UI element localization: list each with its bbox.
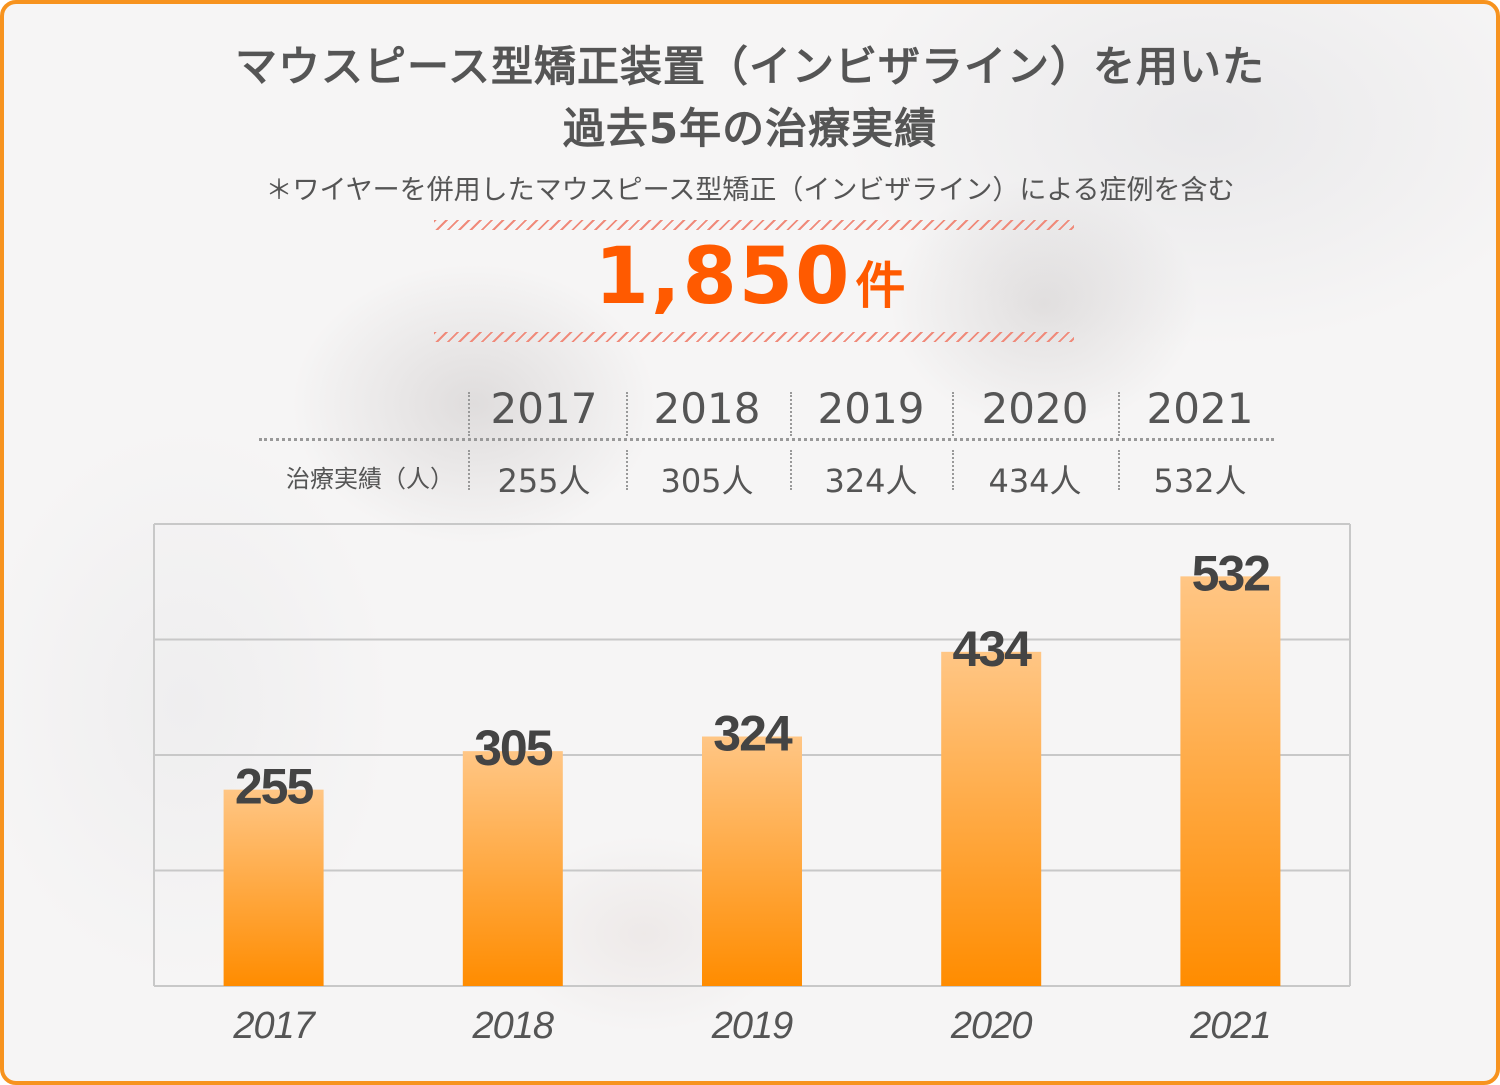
table-separator xyxy=(1118,450,1120,490)
title-line-2: 過去5年の治療実績 xyxy=(562,104,938,153)
table-value: 305人 xyxy=(660,462,754,500)
bar xyxy=(1180,576,1281,986)
bar xyxy=(702,736,802,986)
total-number: 1,850 xyxy=(594,232,852,322)
x-tick-label: 2020 xyxy=(950,1005,1032,1047)
table-separator xyxy=(1118,392,1120,436)
footnote: ＊ワイヤーを併用したマウスピース型矯正（インビザライン）による症例を含む xyxy=(265,175,1235,206)
table-value: 434人 xyxy=(988,462,1082,500)
table-year: 2018 xyxy=(653,384,761,433)
table-year: 2021 xyxy=(1146,384,1254,433)
bar-value-label: 532 xyxy=(1192,545,1270,601)
table-value: 255人 xyxy=(497,462,591,500)
table-separator xyxy=(952,392,954,436)
total-unit: 件 xyxy=(855,257,906,315)
table-separator xyxy=(626,450,628,490)
x-tick-label: 2017 xyxy=(232,1005,316,1047)
bar-value-label: 434 xyxy=(952,621,1032,677)
table-separator xyxy=(626,392,628,436)
bar-value-label: 255 xyxy=(235,759,314,815)
bar xyxy=(223,789,324,986)
bar-value-label: 305 xyxy=(474,720,553,776)
x-tick-label: 2021 xyxy=(1189,1005,1271,1047)
table-separator xyxy=(790,392,792,436)
table-year: 2019 xyxy=(817,384,925,433)
table-rule xyxy=(259,438,1274,441)
table-value: 324人 xyxy=(824,462,918,500)
bar xyxy=(462,751,563,986)
bar-chart: 255 2017 305 2018 324 2019 434 2020 532 2021 xyxy=(153,523,1351,1047)
table-row-label: 治療実績（人） xyxy=(286,465,454,493)
x-tick-label: 2018 xyxy=(472,1005,554,1047)
table-separator xyxy=(952,450,954,490)
table-separator xyxy=(468,450,470,490)
hatch-divider-top xyxy=(434,220,1074,230)
table-separator xyxy=(790,450,792,490)
table-year: 2020 xyxy=(981,384,1089,433)
total-count: 1,850件 xyxy=(4,232,1496,322)
table-year: 2017 xyxy=(490,384,598,433)
title-line-1: マウスピース型矯正装置（インビザライン）を用いた xyxy=(235,42,1265,91)
bar xyxy=(941,651,1042,986)
bar-value-label: 324 xyxy=(713,706,793,762)
table-value: 532人 xyxy=(1153,462,1247,500)
hatch-divider-bottom xyxy=(434,332,1074,342)
table-separator xyxy=(468,392,470,436)
x-tick-label: 2019 xyxy=(711,1005,793,1047)
